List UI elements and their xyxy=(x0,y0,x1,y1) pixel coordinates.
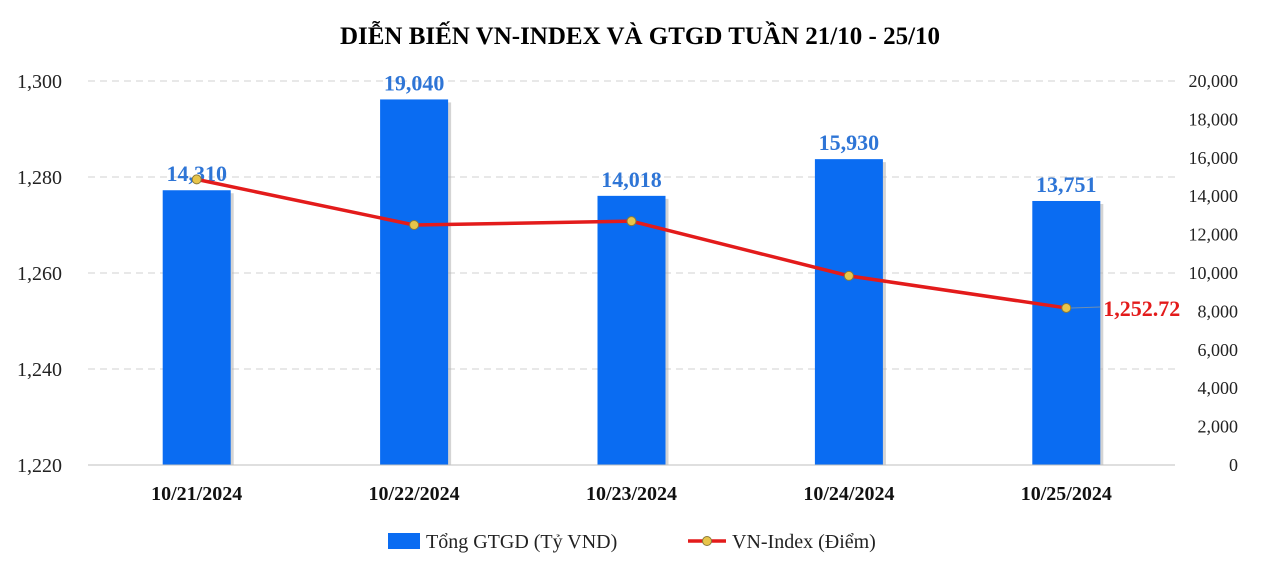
y-left-tick-label: 1,300 xyxy=(17,71,62,93)
bar xyxy=(380,99,449,465)
y-right-tick-label: 2,000 xyxy=(1198,417,1239,437)
x-axis: 10/21/2024 10/22/2024 10/23/2024 10/24/2024… xyxy=(88,464,1175,505)
legend-line-label: VN-Index (Điểm) xyxy=(732,531,876,553)
y-right-tick-label: 12,000 xyxy=(1189,225,1239,245)
bar xyxy=(1032,200,1101,465)
legend-line-marker xyxy=(702,536,712,546)
y-right-tick-label: 8,000 xyxy=(1198,301,1239,321)
bar-value-label: 14,018 xyxy=(601,167,662,192)
y-right-tick-label: 16,000 xyxy=(1189,148,1239,168)
left-axis: 1,220 1,240 1,260 1,280 1,300 xyxy=(17,71,62,477)
right-axis: 0 2,000 4,000 6,000 8,000 10,000 12,000 14,000 1… xyxy=(1189,71,1239,475)
x-tick-label: 10/25/2024 xyxy=(1021,483,1112,505)
y-left-tick-label: 1,240 xyxy=(17,359,62,381)
y-right-tick-label: 20,000 xyxy=(1189,71,1239,91)
vn-index-point xyxy=(1061,302,1072,313)
vn-index-last-label: 1,252.72 xyxy=(1103,296,1180,321)
legend-bar-swatch xyxy=(388,533,420,549)
bar xyxy=(814,159,883,466)
y-right-tick-label: 18,000 xyxy=(1189,109,1239,129)
y-left-tick-label: 1,260 xyxy=(17,263,62,285)
x-tick-label: 10/23/2024 xyxy=(586,483,677,505)
x-tick-label: 10/22/2024 xyxy=(369,483,460,505)
vn-index-point xyxy=(626,216,637,227)
last-value-leader xyxy=(1071,306,1101,309)
bar-value-label: 19,040 xyxy=(384,70,445,95)
y-right-tick-label: 6,000 xyxy=(1198,340,1239,360)
vn-index-point xyxy=(409,220,420,230)
legend: Tổng GTGD (Tỷ VND) VN-Index (Điểm) xyxy=(388,531,876,553)
vn-index-point xyxy=(843,270,854,281)
y-right-tick-label: 4,000 xyxy=(1198,378,1239,398)
bar xyxy=(597,195,666,465)
legend-bar-label: Tổng GTGD (Tỷ VND) xyxy=(426,531,617,553)
vn-index-point xyxy=(191,174,202,185)
y-right-tick-label: 10,000 xyxy=(1189,263,1239,283)
line-series: 1,252.72 xyxy=(191,174,1180,321)
y-right-tick-label: 0 xyxy=(1229,455,1238,475)
bar-value-label: 15,930 xyxy=(819,130,880,155)
bar xyxy=(162,190,231,466)
bar-value-label: 13,751 xyxy=(1036,172,1097,197)
chart-title: DIỄN BIẾN VN-INDEX VÀ GTGD TUẦN 21/10 - … xyxy=(340,21,940,50)
y-left-tick-label: 1,220 xyxy=(17,455,62,477)
x-tick-label: 10/21/2024 xyxy=(151,483,242,505)
x-tick-label: 10/24/2024 xyxy=(803,483,894,505)
y-right-tick-label: 14,000 xyxy=(1189,186,1239,206)
y-left-tick-label: 1,280 xyxy=(17,167,62,189)
